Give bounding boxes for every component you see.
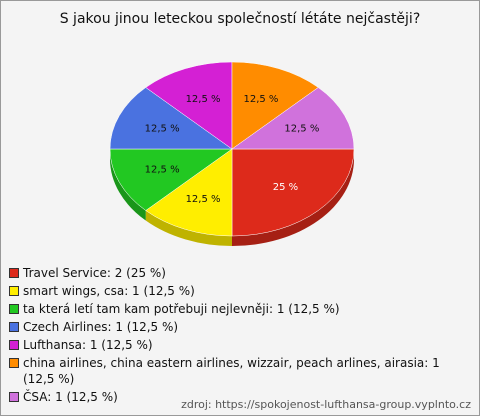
legend-label: ČSA: 1 (12,5 %) [23,390,118,404]
value-label: 12,5 % [284,123,319,134]
legend-item: china airlines, china eastern airlines, … [9,355,469,387]
value-label: 12,5 % [145,165,180,176]
legend-label: Travel Service: 2 (25 %) [23,266,166,280]
legend-item: Travel Service: 2 (25 %) [9,265,469,281]
legend: Travel Service: 2 (25 %) smart wings, csa… [9,265,469,407]
slice [109,148,233,211]
legend-item: Lufthansa: 1 (12,5 %) [9,337,469,353]
legend-item: ta která letí tam kam potřebuji nejlevně… [9,301,469,317]
slice [231,87,355,150]
value-label: 12,5 % [145,123,180,134]
slice-side [145,210,232,246]
slice [109,87,233,150]
legend-label: china airlines, china eastern airlines, … [23,356,440,386]
legend-label: Lufthansa: 1 (12,5 %) [23,338,153,352]
legend-item: ČSA: 1 (12,5 %) [9,389,469,405]
value-label: 12,5 % [186,194,221,205]
legend-item: Czech Airlines: 1 (12,5 %) [9,319,469,335]
slice-side [110,149,146,221]
value-label: 25 % [273,182,298,193]
value-label: 12,5 % [243,94,278,105]
legend-label: ta která letí tam kam potřebuji nejlevně… [23,302,340,316]
slice [145,148,233,237]
legend-swatch [9,286,19,296]
legend-swatch [9,304,19,314]
legend-swatch [9,340,19,350]
slice [231,61,319,150]
pie-area: S jakou jinou leteckou společností létát… [60,11,421,246]
legend-swatch [9,392,19,402]
chart-title: S jakou jinou leteckou společností létát… [60,11,421,27]
legend-label: Czech Airlines: 1 (12,5 %) [23,320,179,334]
legend-label: smart wings, csa: 1 (12,5 %) [23,284,195,298]
slice-side [232,149,354,246]
source: zdroj: https://spokojenost-lufthansa-gro… [181,398,471,411]
legend-swatch [9,268,19,278]
slice [231,148,355,237]
slice [145,61,233,150]
value-label: 12,5 % [186,94,221,105]
legend-swatch [9,358,19,368]
legend-item: smart wings, csa: 1 (12,5 %) [9,283,469,299]
legend-swatch [9,322,19,332]
